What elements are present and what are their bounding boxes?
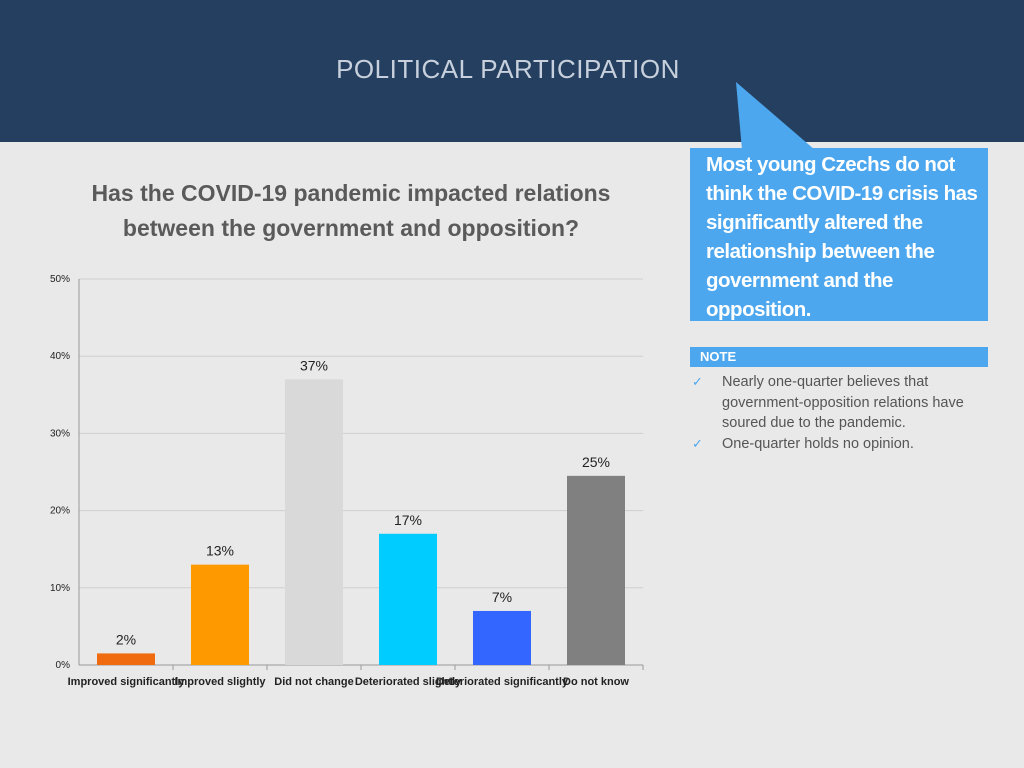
note-item: ✓ One-quarter holds no opinion. [690,434,990,455]
checkmark-icon: ✓ [692,374,703,389]
note-header: NOTE [690,347,988,367]
checkmark-icon: ✓ [692,435,703,451]
bar [473,610,531,665]
x-tick-label: Improved slightly [174,676,266,688]
bar-chart: 0% 10% 20% 30% 40% 50% 2% Improved significantl… [50,274,644,688]
page-title: POLITICAL PARTICIPATION [336,54,680,84]
y-tick-label: 50% [50,274,70,285]
y-tick-label: 10% [50,583,70,594]
x-tick-label: Did not change [274,676,353,688]
bar [191,564,249,665]
bar [567,475,625,665]
chart-question: Has the COVID-19 pandemic impacted relat… [91,180,611,241]
data-label: 17% [394,512,422,528]
data-label: 37% [300,357,328,373]
bar [285,379,343,665]
header-banner [0,0,1024,142]
data-label: 25% [582,454,610,470]
bar [379,533,437,665]
x-tick-label: Do not know [563,676,629,688]
note-item-text: Nearly one-quarter believes that governm… [722,374,964,431]
note-item: ✓ Nearly one-quarter believes that gover… [690,372,990,434]
x-tick-label: Deteriorated significantly [436,676,569,688]
note-list: ✓ Nearly one-quarter believes that gover… [690,372,990,454]
callout-box: Most young Czechs do not think the COVID… [690,148,988,321]
y-tick-label: 20% [50,506,70,517]
x-tick-label: Deteriorated slightly [355,676,462,688]
data-label: 7% [492,589,512,605]
note-item-text: One-quarter holds no opinion. [722,435,914,452]
bar [97,653,155,665]
y-tick-label: 0% [56,660,71,671]
x-tick-label: Improved significantly [68,676,186,688]
data-label: 13% [206,543,234,559]
y-tick-label: 30% [50,428,70,439]
y-tick-label: 40% [50,351,70,362]
data-label: 2% [116,631,136,647]
